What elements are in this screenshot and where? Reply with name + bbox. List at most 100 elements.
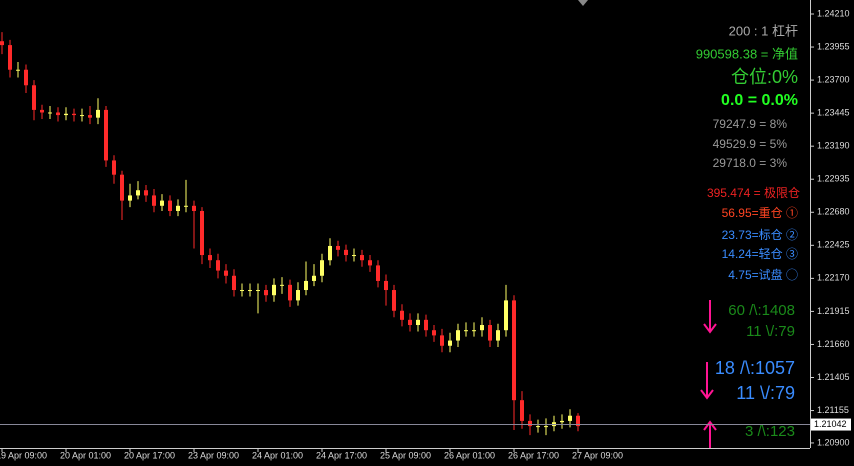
y-tick-label: 1.22935 xyxy=(817,174,850,184)
candle-body xyxy=(32,85,36,110)
candle-body xyxy=(88,115,92,118)
candle-body xyxy=(56,112,60,116)
level: 29718.0 = 3% xyxy=(713,156,788,170)
candle-body xyxy=(40,109,44,113)
candle-body xyxy=(496,330,500,341)
y-tick-label: 1.24210 xyxy=(817,8,850,18)
candle-body xyxy=(296,290,300,301)
candle-body xyxy=(264,290,268,296)
candle-body xyxy=(424,319,428,331)
candle-body xyxy=(360,255,364,261)
candle-body xyxy=(320,260,324,276)
shift-marker xyxy=(578,0,588,6)
candle-body xyxy=(0,41,4,46)
y-tick-label: 1.23190 xyxy=(817,141,850,151)
signal: 11 \/:79 xyxy=(736,383,795,403)
candle-body xyxy=(544,426,548,428)
candle-body xyxy=(192,205,196,211)
level: 49529.9 = 5% xyxy=(713,137,788,151)
limit: 395.474 = 极限仓 xyxy=(707,186,800,200)
candle-body xyxy=(144,190,148,196)
candle-body xyxy=(504,300,508,331)
leverage: 200 : 1 杠杆 xyxy=(729,23,798,38)
candle-body xyxy=(464,330,468,332)
candle-body xyxy=(104,109,108,161)
y-tick-label: 1.21660 xyxy=(817,339,850,349)
price-label: 1.21042 xyxy=(814,419,847,429)
candle-body xyxy=(368,260,372,266)
candle-body xyxy=(536,426,540,428)
y-tick-label: 1.21405 xyxy=(817,372,850,382)
x-tick-label: 24 Apr 01:00 xyxy=(252,450,303,460)
candle-body xyxy=(392,290,396,311)
candle-body xyxy=(440,335,444,346)
candle-body xyxy=(560,420,564,423)
candle-body xyxy=(520,400,524,421)
trial: 4.75=试盘 ◯ xyxy=(728,267,798,282)
signal: 60 /\:1408 xyxy=(728,302,795,319)
candle-body xyxy=(168,200,172,211)
candle-body xyxy=(384,280,388,291)
candle-body xyxy=(344,249,348,256)
y-tick-label: 1.22425 xyxy=(817,240,850,250)
candle-body xyxy=(272,284,276,296)
x-tick-label: 19 Apr 09:00 xyxy=(0,450,47,460)
candle-body xyxy=(480,325,484,331)
standard: 23.73=标仓 ② xyxy=(722,228,798,242)
candle-body xyxy=(488,325,492,341)
candle-body xyxy=(280,284,284,286)
candle-body xyxy=(152,195,156,206)
y-tick-label: 1.23445 xyxy=(817,108,850,118)
candle-body xyxy=(312,275,316,281)
candle-body xyxy=(96,109,100,118)
equity: 990598.38 = 净值 xyxy=(696,46,798,61)
x-tick-label: 25 Apr 09:00 xyxy=(380,450,431,460)
down-arrow xyxy=(703,300,717,334)
x-tick-label: 23 Apr 09:00 xyxy=(188,450,239,460)
candle-body xyxy=(336,245,340,250)
candle-body xyxy=(16,69,20,71)
candle-body xyxy=(328,245,332,261)
candle-body xyxy=(456,330,460,341)
candle-body xyxy=(208,255,212,261)
candle-body xyxy=(200,210,204,256)
candle-body xyxy=(160,200,164,206)
candle-body xyxy=(376,265,380,281)
candle-body xyxy=(352,255,356,257)
y-tick-label: 1.20900 xyxy=(817,437,850,447)
x-tick-label: 24 Apr 17:00 xyxy=(316,450,367,460)
candle-body xyxy=(80,115,84,117)
candle-body xyxy=(136,190,140,196)
candle-body xyxy=(248,290,252,292)
x-tick-label: 20 Apr 01:00 xyxy=(60,450,111,460)
candle-body xyxy=(224,270,228,276)
y-tick-label: 1.21155 xyxy=(817,405,849,415)
candle-body xyxy=(128,195,132,201)
candle-body xyxy=(184,205,188,207)
candle-body xyxy=(216,260,220,271)
signal: 18 /\:1057 xyxy=(715,358,795,378)
x-tick-label: 20 Apr 17:00 xyxy=(124,450,175,460)
y-tick-label: 1.21915 xyxy=(817,306,850,316)
candle-body xyxy=(528,420,532,427)
candle-body xyxy=(232,275,236,291)
light: 14.24=轻仓 ③ xyxy=(722,247,798,261)
x-tick-label: 26 Apr 17:00 xyxy=(508,450,559,460)
candle-body xyxy=(240,290,244,292)
candle-body xyxy=(176,205,180,211)
candle-body xyxy=(512,300,516,401)
candle-body xyxy=(8,45,12,70)
level: 79247.9 = 8% xyxy=(713,117,788,131)
candle-body xyxy=(72,113,76,116)
position: 仓位:0% xyxy=(731,67,798,87)
candle-body xyxy=(288,284,292,301)
price-box xyxy=(811,418,851,431)
x-tick-label: 26 Apr 01:00 xyxy=(444,450,495,460)
candle-body xyxy=(24,69,28,86)
x-tick-label: 27 Apr 09:00 xyxy=(572,450,623,460)
candle-body xyxy=(416,319,420,326)
candle-body xyxy=(48,112,52,114)
